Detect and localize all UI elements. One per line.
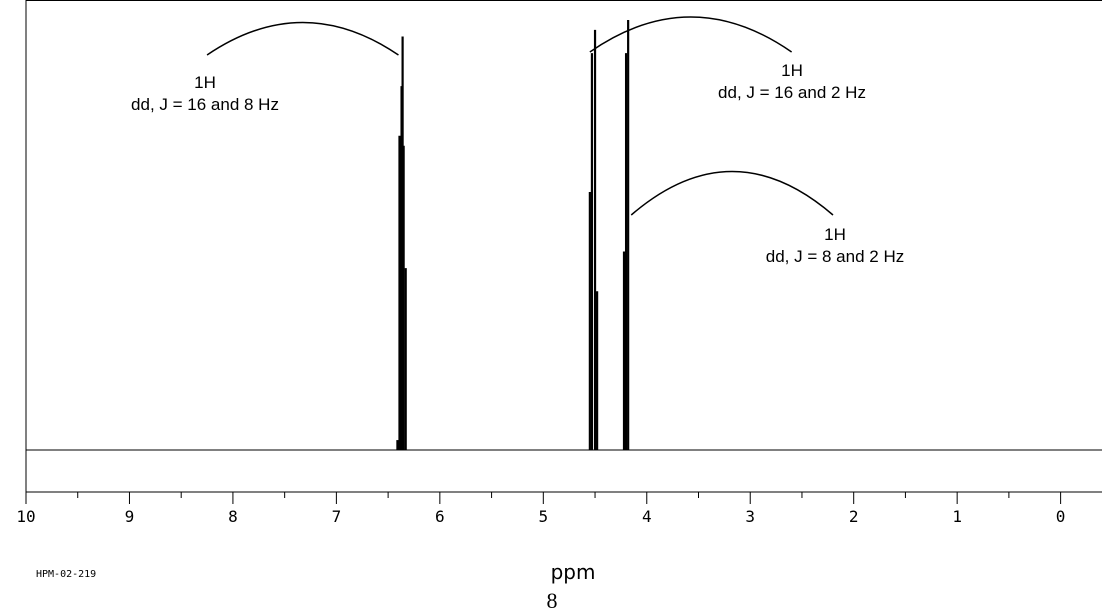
x-tick-label: 2 [849, 507, 859, 526]
x-tick-label: 9 [125, 507, 135, 526]
page-number: 8 [547, 588, 558, 613]
annotation-arc [589, 16, 793, 53]
x-tick-label: 3 [745, 507, 755, 526]
annotation-arc [630, 170, 834, 216]
x-tick-label: 8 [228, 507, 238, 526]
x-tick-label: 0 [1056, 507, 1066, 526]
annotation-integration: 1H [194, 73, 216, 92]
spectrum-code: HPM-02-219 [36, 569, 96, 580]
annotation-multiplicity: dd, J = 8 and 2 Hz [766, 247, 904, 266]
annotation-arc [206, 21, 399, 56]
x-tick-label: 5 [538, 507, 548, 526]
peaks-layer [396, 20, 630, 450]
x-tick-label: 7 [332, 507, 342, 526]
annotations-layer: 1H dd, J = 16 and 8 Hz 1H dd, J = 16 and 2 … [131, 16, 904, 266]
annotation-multiplicity: dd, J = 16 and 8 Hz [131, 95, 279, 114]
x-axis-ticks: 10 9 8 7 6 5 4 3 2 1 0 [16, 492, 1065, 526]
x-axis-label: ppm [551, 560, 596, 584]
x-tick-label: 6 [435, 507, 445, 526]
annotation-integration: 1H [824, 225, 846, 244]
x-tick-label: 1 [952, 507, 962, 526]
x-tick-label: 10 [16, 507, 35, 526]
x-tick-label: 4 [642, 507, 652, 526]
annotation-integration: 1H [781, 61, 803, 80]
annotation-multiplicity: dd, J = 16 and 2 Hz [718, 83, 866, 102]
